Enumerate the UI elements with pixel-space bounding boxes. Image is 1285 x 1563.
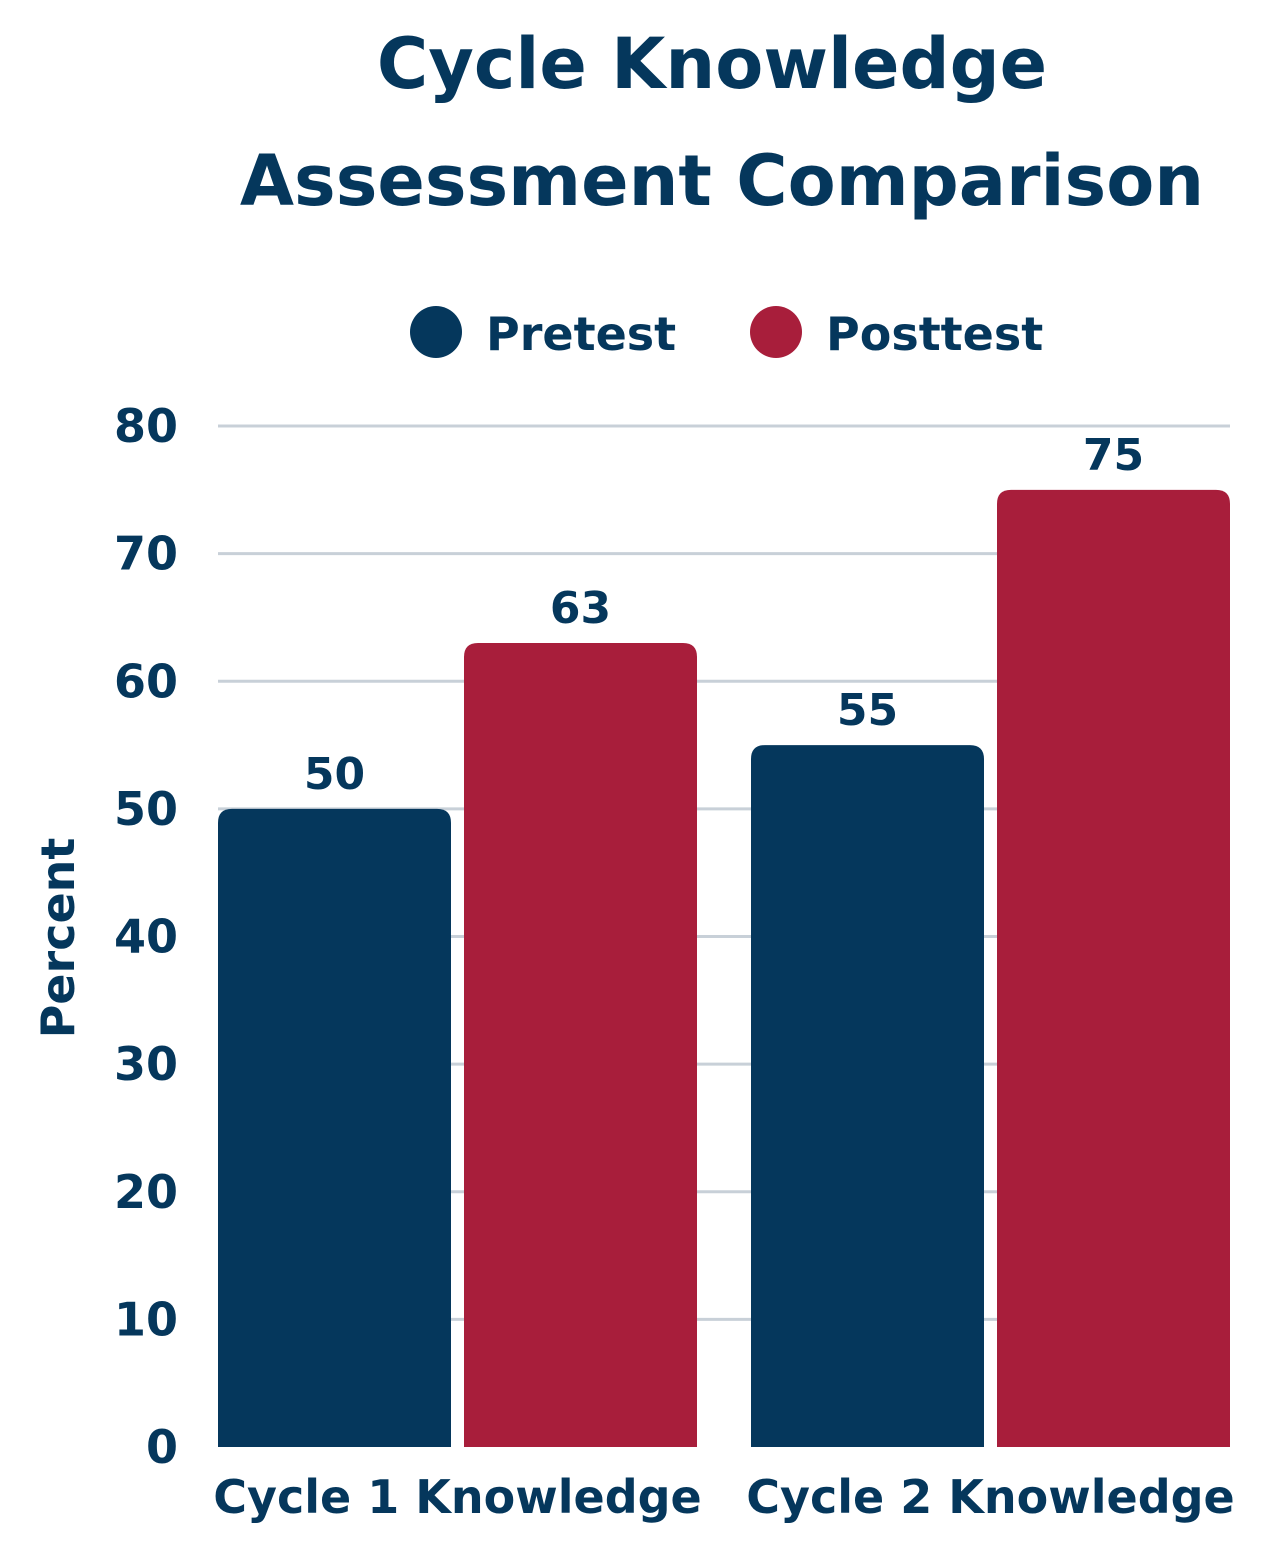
y-tick-label-80: 80 (114, 399, 178, 453)
x-tick-label-cycle-1: Cycle 1 Knowledge (213, 1470, 702, 1524)
legend-swatch-posttest (750, 306, 802, 358)
data-labels: 50 63 55 75 (304, 430, 1144, 800)
bar-posttest-cycle-2 (997, 489, 1230, 1447)
x-tick-label-cycle-2: Cycle 2 Knowledge (746, 1470, 1235, 1524)
chart-title-line-2: Assessment Comparison (240, 140, 1204, 222)
bar-posttest-cycle-1 (464, 642, 697, 1447)
y-tick-label-60: 60 (114, 654, 178, 708)
data-label-posttest-cycle-1: 63 (550, 583, 611, 634)
y-tick-label-30: 30 (114, 1037, 178, 1091)
y-tick-label-20: 20 (114, 1165, 178, 1219)
bar-pretest-cycle-2 (751, 745, 984, 1447)
legend: Pretest Posttest (410, 306, 1043, 361)
legend-label-posttest: Posttest (826, 307, 1043, 361)
y-tick-label-40: 40 (114, 910, 178, 964)
chart-title: Cycle Knowledge Assessment Comparison (240, 23, 1204, 222)
y-axis-title: Percent (31, 838, 85, 1039)
y-axis-ticks: 0 10 20 30 40 50 60 70 80 (114, 399, 178, 1474)
plot-area: 0 10 20 30 40 50 60 70 80 50 63 55 75 Cycle 1 Knowl… (114, 399, 1235, 1524)
bars (218, 489, 1230, 1447)
x-axis-labels: Cycle 1 Knowledge Cycle 2 Knowledge (213, 1470, 1235, 1524)
y-tick-label-0: 0 (146, 1420, 178, 1474)
data-label-pretest-cycle-1: 50 (304, 749, 365, 800)
chart-title-line-1: Cycle Knowledge (377, 23, 1047, 105)
data-label-pretest-cycle-2: 55 (837, 685, 898, 736)
legend-swatch-pretest (410, 306, 462, 358)
y-tick-label-70: 70 (114, 527, 178, 581)
y-tick-label-50: 50 (114, 782, 178, 836)
data-label-posttest-cycle-2: 75 (1083, 430, 1144, 481)
bar-pretest-cycle-1 (218, 808, 451, 1447)
legend-item-pretest: Pretest (410, 306, 676, 361)
legend-label-pretest: Pretest (486, 307, 676, 361)
legend-item-posttest: Posttest (750, 306, 1043, 361)
y-tick-label-10: 10 (114, 1292, 178, 1346)
